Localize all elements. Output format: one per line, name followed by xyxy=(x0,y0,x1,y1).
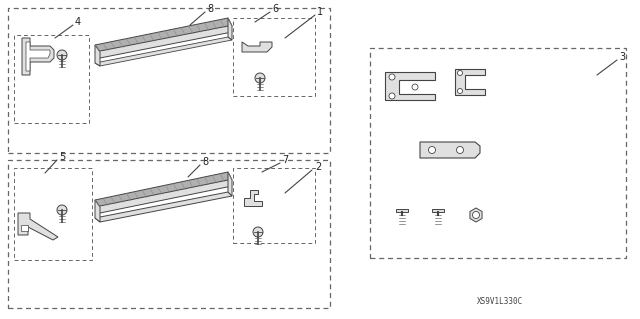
Text: 8: 8 xyxy=(202,157,208,167)
Polygon shape xyxy=(21,225,28,231)
Text: 7: 7 xyxy=(282,155,288,165)
Circle shape xyxy=(456,146,463,153)
Polygon shape xyxy=(95,18,232,52)
Polygon shape xyxy=(432,209,444,212)
Circle shape xyxy=(253,227,263,237)
Polygon shape xyxy=(26,42,50,71)
Circle shape xyxy=(57,50,67,60)
Polygon shape xyxy=(455,69,485,95)
Polygon shape xyxy=(95,180,232,213)
Polygon shape xyxy=(420,142,480,158)
Text: 8: 8 xyxy=(207,4,213,14)
Circle shape xyxy=(458,88,463,93)
Polygon shape xyxy=(385,72,435,100)
Polygon shape xyxy=(228,172,232,196)
Polygon shape xyxy=(18,213,58,240)
Polygon shape xyxy=(228,18,232,40)
Polygon shape xyxy=(244,190,262,206)
Circle shape xyxy=(472,211,479,219)
Polygon shape xyxy=(396,209,408,212)
Text: 2: 2 xyxy=(315,162,321,172)
Polygon shape xyxy=(95,37,232,66)
Text: 5: 5 xyxy=(59,152,65,162)
Circle shape xyxy=(389,93,395,99)
Circle shape xyxy=(255,73,265,83)
Text: XS9V1L330C: XS9V1L330C xyxy=(477,298,523,307)
Circle shape xyxy=(57,205,67,215)
Polygon shape xyxy=(242,42,272,52)
Polygon shape xyxy=(95,45,100,66)
Polygon shape xyxy=(95,200,100,222)
Text: 1: 1 xyxy=(317,7,323,17)
Circle shape xyxy=(458,70,463,76)
Polygon shape xyxy=(95,192,232,222)
Circle shape xyxy=(412,84,418,90)
Polygon shape xyxy=(95,26,232,58)
Circle shape xyxy=(429,146,435,153)
Text: 3: 3 xyxy=(619,52,625,62)
Text: 6: 6 xyxy=(272,4,278,14)
Text: 4: 4 xyxy=(75,17,81,27)
Polygon shape xyxy=(22,38,54,75)
Circle shape xyxy=(389,74,395,80)
Polygon shape xyxy=(470,208,482,222)
Polygon shape xyxy=(95,172,232,207)
